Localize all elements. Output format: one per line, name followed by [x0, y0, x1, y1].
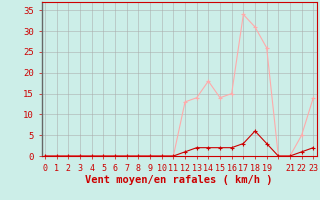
X-axis label: Vent moyen/en rafales ( km/h ): Vent moyen/en rafales ( km/h ) [85, 175, 273, 185]
